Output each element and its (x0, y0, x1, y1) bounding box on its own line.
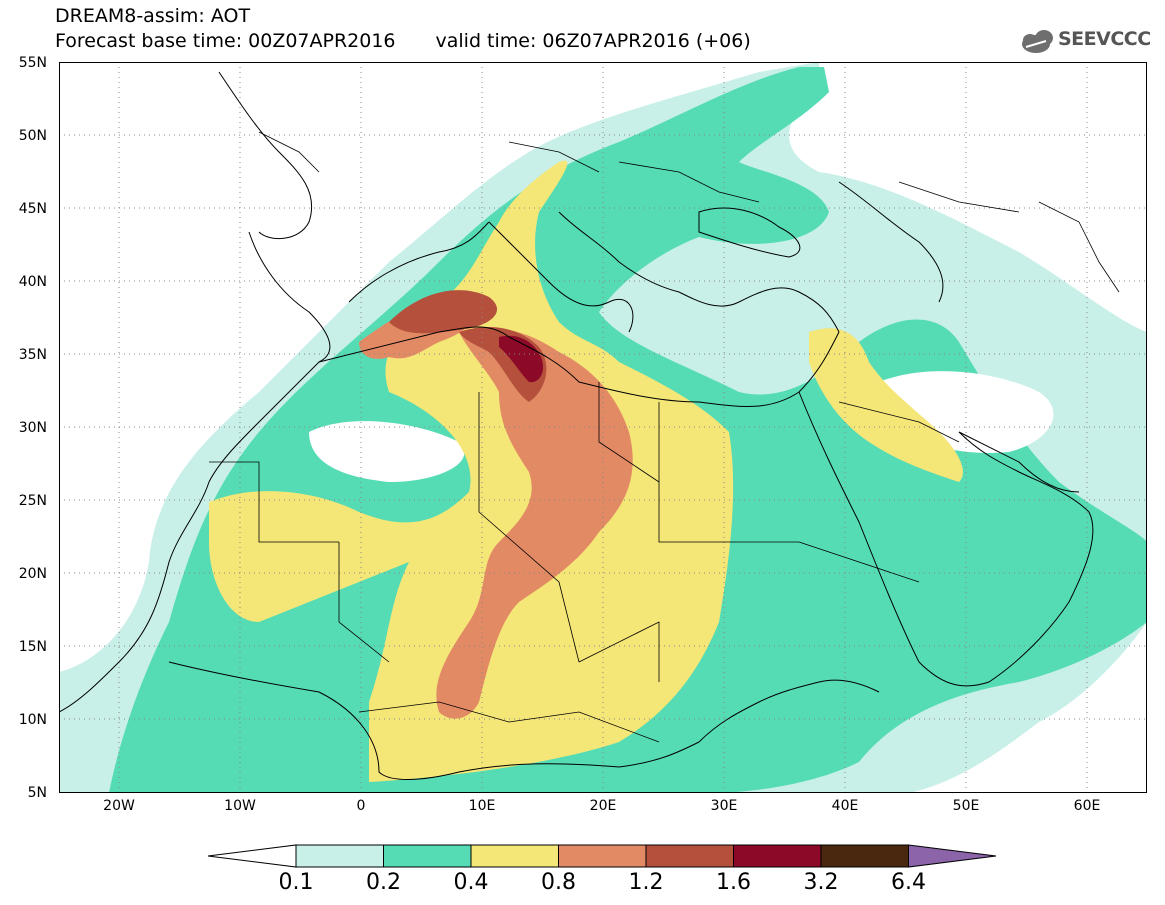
borders (209, 131, 1120, 743)
lat-label: 40N (18, 274, 47, 290)
aot-field-1.6 (499, 335, 544, 383)
colorbar-tick-label: 0.1 (278, 870, 314, 895)
colorbar-tick-label: 1.6 (716, 870, 751, 895)
lat-label: 35N (18, 347, 47, 363)
aot-field-hole-1 (309, 421, 465, 482)
colorbar-segment (733, 844, 822, 868)
valid-time: valid time: 06Z07APR2016 (+06) (435, 30, 751, 52)
colorbar-segment (470, 844, 559, 868)
aot-map (59, 62, 1147, 793)
base-time: Forecast base time: 00Z07APR2016 (55, 30, 396, 52)
lat-label: 30N (18, 420, 47, 436)
colorbar-tick-label: 3.2 (803, 870, 839, 895)
lon-label: 30E (710, 798, 738, 814)
colorbar-segment (558, 844, 647, 868)
lat-label: 15N (18, 639, 47, 655)
lat-label: 25N (18, 493, 47, 509)
colorbar-segment (383, 844, 472, 868)
lat-label: 5N (27, 785, 47, 801)
aot-field-1.2 (389, 290, 498, 334)
colorbar-tick-label: 6.4 (891, 870, 926, 895)
lon-label: 20E (589, 798, 617, 814)
lon-label: 20W (103, 798, 135, 814)
aot-field-0.4-arabia (809, 328, 963, 482)
colorbar-tick-label: 0.4 (453, 870, 489, 895)
coastlines (59, 71, 1094, 780)
colorbar-segment (295, 844, 384, 868)
lat-label: 50N (18, 128, 47, 144)
aot-field-0.8-tongue (436, 328, 633, 719)
cloud-icon (1022, 30, 1053, 53)
colorbar (207, 844, 997, 868)
colorbar-tick-label: 0.2 (366, 870, 401, 895)
aot-field-0.4 (209, 160, 734, 782)
colorbar-segment (820, 844, 909, 868)
chart-title: DREAM8-assim: AOT (55, 5, 251, 27)
logo-text: SEEVCCC (1058, 28, 1151, 50)
chart-subtitle: Forecast base time: 00Z07APR2016 valid ti… (55, 30, 751, 52)
colorbar-tick-label: 1.2 (628, 870, 664, 895)
lat-label: 10N (18, 712, 47, 728)
lat-label: 55N (18, 55, 47, 71)
lon-label: 50E (952, 798, 980, 814)
lat-label: 45N (18, 201, 47, 217)
colorbar-segment (207, 844, 297, 868)
lon-label: 40E (831, 798, 859, 814)
colorbar-segment (645, 844, 734, 868)
lat-label: 20N (18, 566, 47, 582)
colorbar-segment (908, 844, 997, 868)
graticule (59, 62, 1147, 793)
lon-label: 10W (224, 798, 256, 814)
lon-label: 0 (356, 798, 366, 814)
lon-label: 60E (1073, 798, 1101, 814)
lon-label: 10E (468, 798, 496, 814)
colorbar-tick-label: 0.8 (541, 870, 576, 895)
